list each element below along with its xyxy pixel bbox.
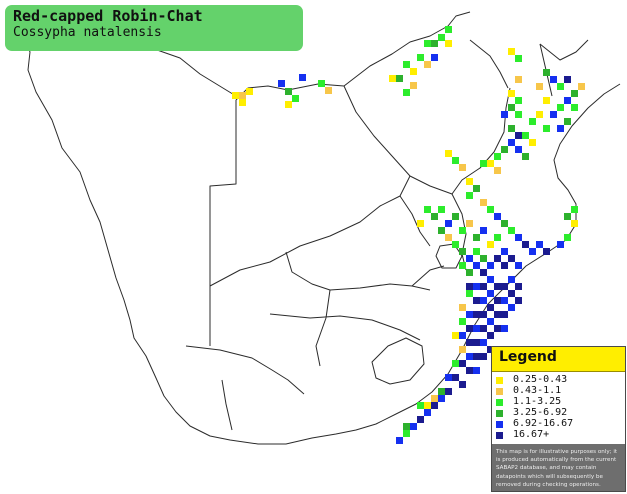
legend-disclaimer: This map is for illustrative purposes on… bbox=[496, 449, 618, 488]
legend-swatch bbox=[496, 421, 503, 428]
legend-swatch bbox=[496, 410, 503, 417]
border-malawi bbox=[447, 11, 589, 61]
legend-label: 3.25-6.92 bbox=[513, 407, 568, 418]
legend-swatch bbox=[496, 432, 503, 439]
border-botswana-zimbabwe bbox=[343, 85, 411, 177]
border-botswana-southafrica bbox=[209, 175, 411, 287]
species-common-name: Red-capped Robin-Chat bbox=[13, 7, 203, 25]
legend-title: Legend bbox=[499, 349, 557, 365]
legend-swatch bbox=[496, 388, 503, 395]
pentad-cells bbox=[232, 26, 585, 444]
legend-entries: 0.25-0.43 0.43-1.1 1.1-3.25 3.25-6.92 6.… bbox=[492, 372, 625, 444]
border-namibia-botswana bbox=[209, 100, 237, 346]
legend-label: 0.25-0.43 bbox=[513, 374, 568, 385]
legend-label: 16.67+ bbox=[513, 429, 550, 440]
legend-label: 0.43-1.1 bbox=[513, 385, 562, 396]
border-lesotho bbox=[371, 337, 425, 385]
province-lines bbox=[185, 195, 445, 431]
title-box: Red-capped Robin-Chat Cossypha natalensi… bbox=[5, 5, 303, 51]
legend-header: Legend bbox=[492, 347, 625, 372]
legend-swatch bbox=[496, 377, 503, 384]
border-zimbabwe-mozambique bbox=[409, 87, 511, 195]
legend-label: 1.1-3.25 bbox=[513, 396, 562, 407]
border-zambia-zimbabwe bbox=[343, 25, 449, 87]
legend-label: 6.92-16.67 bbox=[513, 418, 574, 429]
coastline bbox=[19, 27, 621, 445]
legend-panel: Legend 0.25-0.43 0.43-1.1 1.1-3.25 3.25-… bbox=[491, 346, 626, 492]
legend-swatch bbox=[496, 399, 503, 406]
species-scientific-name: Cossypha natalensis bbox=[13, 25, 162, 40]
